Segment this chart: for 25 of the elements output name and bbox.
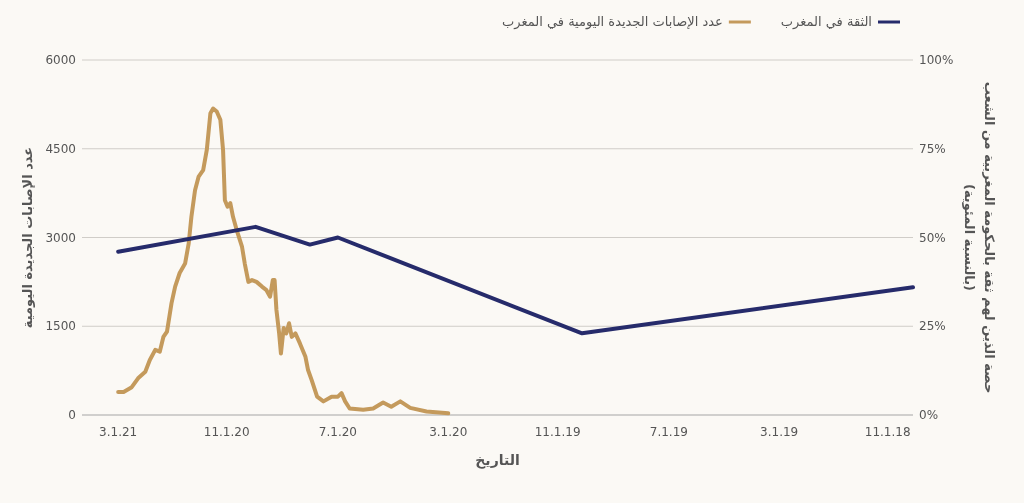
y-axis-title: عدد الإصابات الجديدة اليومية (20, 146, 35, 329)
x-tick-label: 3.1.21 (99, 425, 138, 439)
y2-tick-label: 0% (919, 408, 939, 422)
line-series (116, 106, 451, 416)
y2-tick-label: 75% (919, 141, 946, 156)
y2-tick-label: 100% (919, 53, 954, 67)
y-tick-label: 4500 (45, 141, 76, 156)
x-axis-title: التاريخ (475, 452, 520, 469)
legend-label: الثقة في المغرب (780, 14, 872, 30)
x-tick-label: 3.1.19 (760, 425, 799, 439)
y2-tick-label: 25% (919, 319, 946, 334)
y2-tick-label: 50% (919, 230, 946, 245)
y-tick-label: 1500 (45, 319, 76, 334)
y2-axis-title: حصة الذين لهم ثقة بالحكومة المغربية من الشعب (بالنسبة المئوية) (962, 81, 997, 394)
legend-label: عدد الإصابات الجديدة اليومية في المغرب (502, 14, 723, 30)
x-tick-label: 11.1.20 (203, 425, 250, 439)
x-tick-label: 11.1.19 (534, 425, 581, 439)
y-tick-label: 6000 (45, 53, 76, 67)
y-tick-label: 3000 (45, 230, 76, 245)
x-tick-label: 3.1.20 (429, 425, 468, 439)
y-tick-label: 0 (68, 408, 76, 422)
line-series (116, 224, 915, 336)
x-tick-label: 7.1.19 (649, 425, 688, 439)
x-tick-label: 11.1.18 (864, 425, 911, 439)
x-tick-label: 7.1.20 (318, 425, 357, 439)
